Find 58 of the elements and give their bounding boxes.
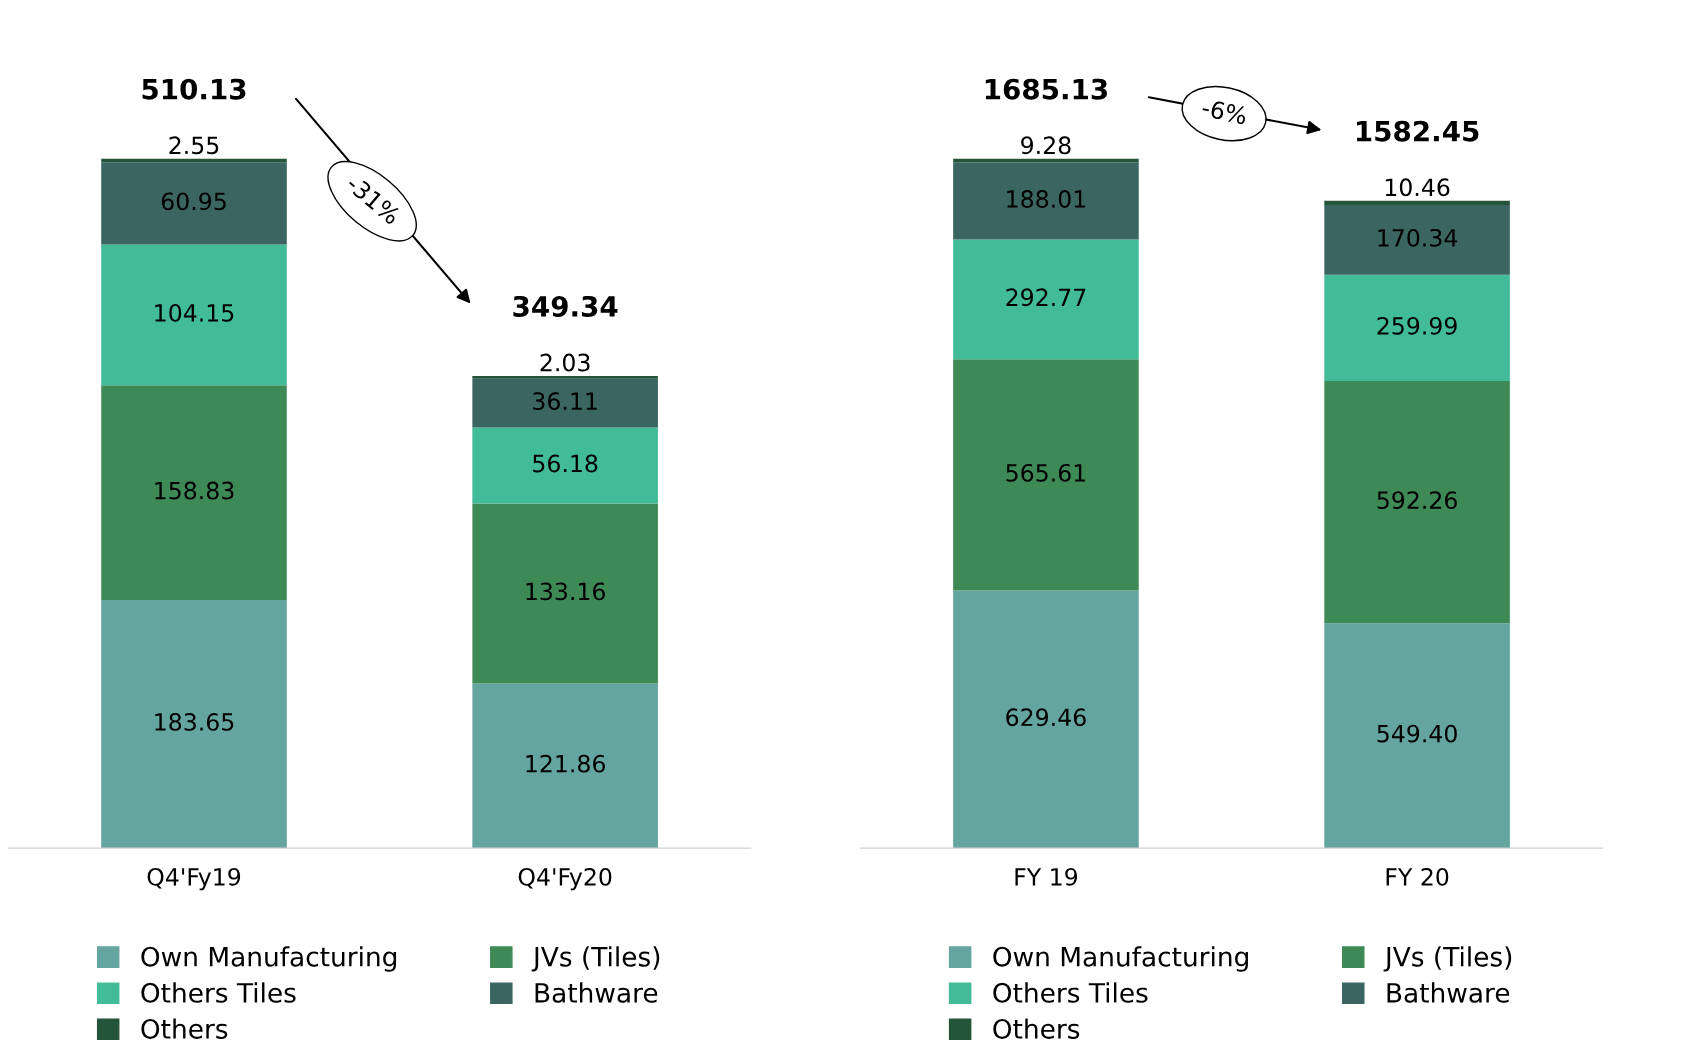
data-label: 592.26	[1377, 491, 1457, 510]
legend-label: Others Tiles	[141, 982, 296, 1003]
data-label: 60.95	[161, 192, 226, 211]
legend-label: JVs (Tiles)	[531, 946, 660, 972]
legend-label: Others	[993, 1018, 1080, 1039]
x-tick-label: FY 19	[1015, 867, 1078, 886]
bar	[472, 376, 658, 379]
bar	[472, 378, 658, 428]
bar	[1324, 274, 1510, 382]
bar	[953, 239, 1139, 360]
legend-label: Own Manufacturing	[141, 946, 397, 972]
data-label: 133.16	[526, 582, 605, 601]
data-label: 56.18	[533, 454, 598, 473]
bar	[101, 599, 287, 849]
data-label: 629.46	[1006, 708, 1086, 727]
bar	[953, 590, 1139, 849]
legend-label: Own Manufacturing	[993, 946, 1248, 972]
legend-label: Others Tiles	[993, 982, 1148, 1003]
data-label: 2.03	[540, 353, 590, 372]
bar	[101, 244, 287, 386]
bar	[1324, 623, 1510, 849]
bar	[953, 158, 1139, 163]
data-label: 10.46	[1385, 178, 1450, 197]
data-label: 292.77	[1006, 288, 1086, 307]
bar	[472, 683, 658, 849]
text: -6%	[1201, 98, 1248, 125]
data-label: 565.61	[1006, 463, 1086, 482]
x-tick-label: FY 20	[1386, 867, 1449, 886]
bar	[1324, 200, 1510, 206]
data-label: 259.99	[1377, 316, 1457, 335]
data-label: 158.83	[155, 481, 234, 500]
data-label: 549.40	[1377, 724, 1457, 743]
x-tick-label: Q4'Fy19	[147, 867, 241, 891]
bar	[101, 385, 287, 600]
data-label: 188.01	[1007, 190, 1086, 208]
bar	[1324, 205, 1510, 275]
bar	[953, 162, 1139, 240]
bar	[1324, 381, 1510, 624]
data-label: 2.55	[169, 136, 219, 155]
legend-label: Bathware	[1387, 982, 1510, 1003]
bar	[953, 359, 1139, 591]
data-label: 183.65	[155, 712, 234, 731]
legend-label: Bathware	[535, 982, 658, 1003]
total-label: 349.34	[513, 295, 618, 317]
total-label: 510.13	[142, 78, 246, 100]
legend-label: Others	[141, 1018, 228, 1039]
data-label: 121.86	[526, 754, 605, 773]
bar	[472, 503, 658, 684]
data-label: 9.28	[1021, 136, 1071, 155]
bar	[101, 162, 287, 245]
total-label: 1582.45	[1356, 120, 1479, 142]
data-label: 104.15	[155, 303, 234, 322]
bar	[472, 427, 658, 504]
data-label: 36.11	[533, 392, 597, 411]
total-label: 1685.13	[985, 78, 1107, 100]
data-label: 170.34	[1378, 228, 1458, 247]
legend-label: JVs (Tiles)	[1383, 946, 1512, 972]
x-tick-label: Q4'Fy20	[518, 867, 612, 891]
